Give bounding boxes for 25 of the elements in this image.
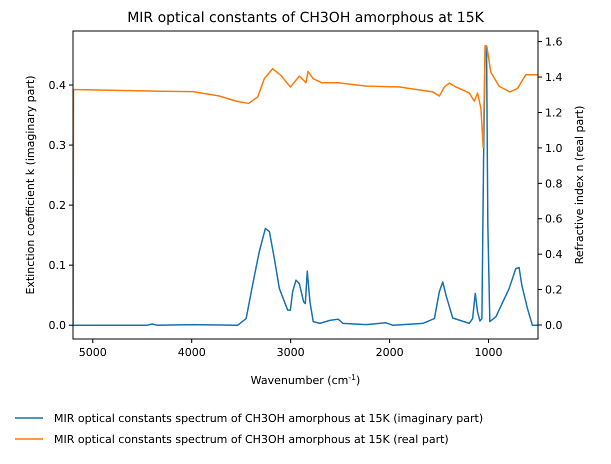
y-tick-label: 0.3 xyxy=(48,139,66,152)
y2-axis-title: Refractive index n (real part) xyxy=(573,106,586,264)
x-tick-label: 2000 xyxy=(376,346,404,359)
legend-label: MIR optical constants spectrum of CH3OH amorphous at 15K (real part) xyxy=(54,433,449,446)
y-axis-title: Extinction coefficient k (imaginary part) xyxy=(24,75,37,295)
y2-tick-label: 1.2 xyxy=(545,106,562,120)
y-tick-label: 0.0 xyxy=(48,319,66,332)
y-tick-label: 0.2 xyxy=(48,199,66,212)
y2-tick-label: 1.4 xyxy=(545,71,562,84)
y-tick-label: 0.1 xyxy=(48,259,66,272)
y2-tick-label: 0.6 xyxy=(545,212,562,226)
x-tick-label: 3000 xyxy=(276,346,305,359)
chart-title: MIR optical constants of CH3OH amorphous at 15K xyxy=(127,10,485,26)
y2-tick-label: 0.2 xyxy=(545,284,562,297)
y2-tick-label: 1.6 xyxy=(545,36,562,49)
y-tick-label: 0.4 xyxy=(48,79,66,92)
x-tick-label: 5000 xyxy=(78,346,107,359)
y2-tick-label: 1.0 xyxy=(545,142,562,155)
x-tick-label: 4000 xyxy=(178,346,206,359)
x-tick-label: 1000 xyxy=(474,346,503,359)
y2-tick-label: 0.4 xyxy=(545,248,562,262)
x-axis-title: Wavenumber (cm$^{-1}$) xyxy=(250,372,360,387)
y2-tick-label: 0.8 xyxy=(545,177,562,190)
legend-label: MIR optical constants spectrum of CH3OH amorphous at 15K (imaginary part) xyxy=(54,412,484,425)
y2-tick-label: 0.0 xyxy=(545,319,562,332)
